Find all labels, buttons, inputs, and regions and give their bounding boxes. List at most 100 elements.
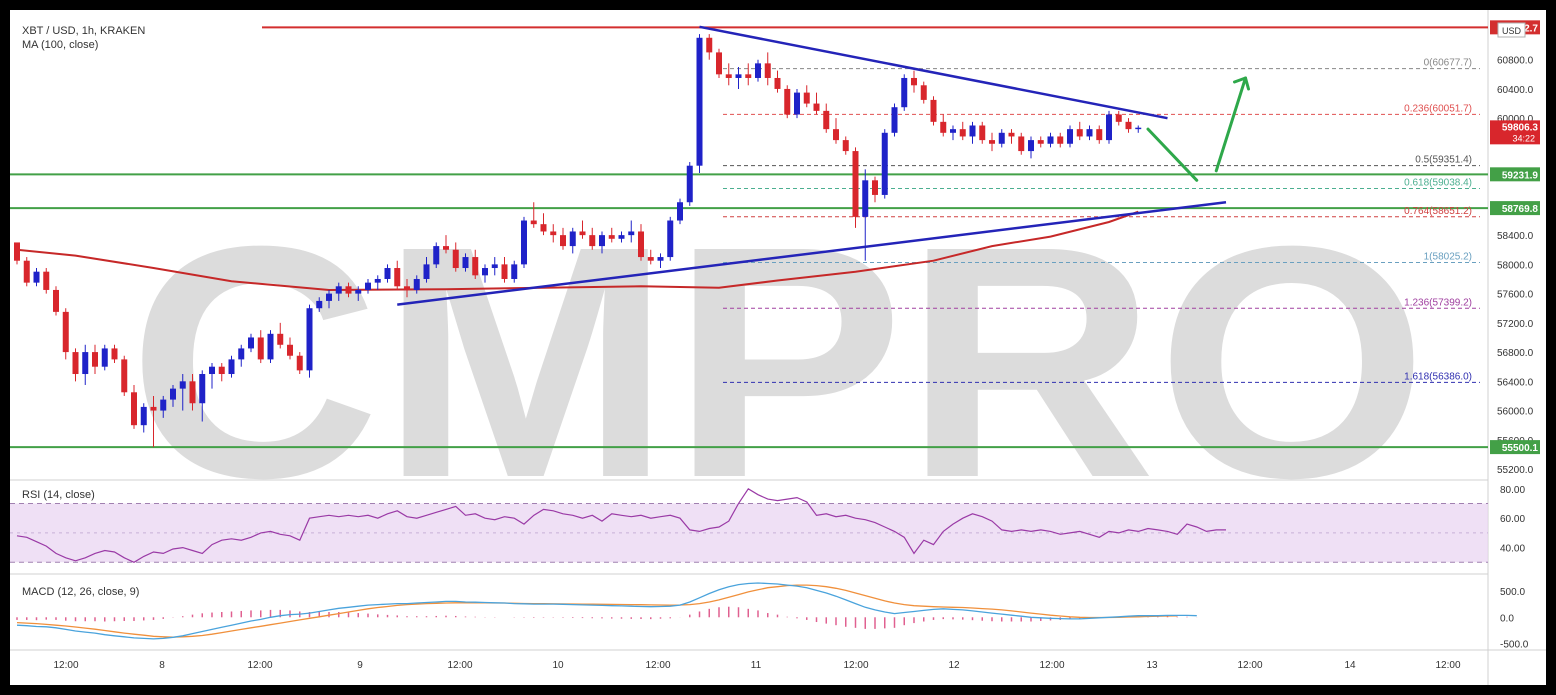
rsi-axis-tick: 80.00 <box>1500 485 1525 496</box>
symbol-title: XBT / USD, 1h, KRAKEN <box>22 25 145 37</box>
price-axis-tick: 57200.0 <box>1497 319 1534 330</box>
candle-body <box>891 107 898 133</box>
candle-body <box>920 85 927 100</box>
time-axis-label: 13 <box>1146 660 1158 671</box>
candle-body <box>1135 127 1142 130</box>
candle-body <box>1047 136 1054 144</box>
candle-body <box>677 202 683 221</box>
candle-body <box>755 63 761 78</box>
time-axis-label: 10 <box>552 660 564 671</box>
candle-body <box>745 74 752 78</box>
candle-body <box>833 129 839 141</box>
fib-level-label: 0.236(60051.7) <box>1404 103 1472 114</box>
candle-body <box>1057 136 1064 144</box>
candle-body <box>959 129 966 137</box>
fib-level-label: 1.236(57399.2) <box>1404 297 1472 308</box>
candle-body <box>1106 114 1112 141</box>
rsi-line <box>16 487 1226 563</box>
support-price-value: 59231.9 <box>1502 170 1539 181</box>
time-axis-label: 12:00 <box>53 660 78 671</box>
candle-body <box>784 88 791 115</box>
candle-body <box>374 278 381 283</box>
fib-level-label: 0.5(59351.4) <box>1415 155 1472 166</box>
candle-body <box>989 140 995 144</box>
time-axis-label: 14 <box>1344 660 1356 671</box>
candle-body <box>92 352 98 367</box>
time-axis-label: 11 <box>751 660 762 671</box>
candle-body <box>969 125 976 137</box>
candle-body <box>267 333 274 360</box>
time-axis-label: 12:00 <box>645 660 670 671</box>
candle-body <box>443 246 449 250</box>
support-price-tag <box>1490 201 1540 216</box>
time-axis-label: 12:00 <box>447 660 472 671</box>
trading-chart[interactable]: CMPRO 0(60677.7) 0.236(60051.7) 0.5(59351.… <box>10 10 1546 685</box>
candle-body <box>384 268 391 279</box>
candle-body <box>521 220 527 265</box>
candle-body <box>365 282 371 290</box>
candle-body <box>14 242 20 261</box>
candle-body <box>911 77 917 86</box>
candle-body <box>101 348 108 367</box>
forecast-arrow-up[interactable] <box>1214 76 1247 173</box>
price-axis-tick: 56800.0 <box>1497 348 1534 359</box>
time-axis-label: 12:00 <box>1237 660 1262 671</box>
fibonacci-retracement[interactable]: 0(60677.7) 0.236(60051.7) 0.5(59351.4) 0.61… <box>723 58 1480 383</box>
candle-body <box>53 289 59 312</box>
rsi-band <box>10 503 1488 563</box>
watermark-text: CMPRO <box>128 177 1428 546</box>
candle-body <box>764 63 771 78</box>
time-axis-label: 12:00 <box>247 660 272 671</box>
candle-body <box>1028 140 1034 152</box>
candle-body <box>23 260 30 283</box>
forecast-arrow-down[interactable] <box>1146 127 1199 182</box>
time-axis-label: 12 <box>948 660 960 671</box>
candle-body <box>287 344 293 356</box>
candle-body <box>647 257 654 261</box>
candle-body <box>1037 140 1044 144</box>
trendline[interactable] <box>699 25 1168 120</box>
candle-body <box>111 348 118 360</box>
time-axis-label: 12:00 <box>1039 660 1064 671</box>
candle-body <box>511 264 518 279</box>
candle-body <box>696 37 703 166</box>
candle-body <box>1076 129 1083 137</box>
candle-body <box>82 352 89 375</box>
support-price-value: 55500.1 <box>1502 443 1539 454</box>
support-resistance-lines[interactable] <box>10 26 1488 449</box>
candle-body <box>316 300 323 309</box>
currency-button[interactable] <box>1497 22 1526 38</box>
candle-body <box>306 308 313 371</box>
current-price-value: 59806.3 <box>1502 122 1539 133</box>
candle-body <box>599 235 605 247</box>
macd-indicator <box>16 582 1198 640</box>
price-axis-tick: 60400.0 <box>1497 85 1534 96</box>
candle-body <box>930 99 937 122</box>
candle-body <box>540 224 547 232</box>
trendline[interactable] <box>397 200 1227 306</box>
ma-100-line <box>16 210 1139 292</box>
candle-body <box>862 180 869 217</box>
time-axis-label: 12:00 <box>1435 660 1460 671</box>
current-price-tag <box>1490 120 1540 145</box>
candle-body <box>686 165 693 203</box>
candle-body <box>404 286 410 290</box>
forecast-arrows[interactable] <box>1146 76 1250 182</box>
currency-label: USD <box>1502 26 1522 36</box>
macd-axis-tick: 0.0 <box>1500 613 1514 624</box>
candle-body <box>394 268 401 287</box>
candle-body <box>998 132 1005 144</box>
candle-body <box>1125 121 1132 130</box>
candlesticks <box>14 34 1142 448</box>
candle-body <box>345 286 352 294</box>
fib-level-label: 0.618(59038.4) <box>1404 177 1472 188</box>
fib-level-label: 0(60677.7) <box>1424 58 1472 69</box>
macd-axis-tick: 500.0 <box>1500 587 1525 598</box>
candle-body <box>638 231 644 258</box>
candle-body <box>238 348 245 360</box>
trendlines[interactable] <box>397 25 1227 306</box>
support-price-tag <box>1490 440 1540 455</box>
time-axis-label: 12:00 <box>843 660 868 671</box>
candle-body <box>355 289 362 294</box>
candle-body <box>716 52 722 75</box>
